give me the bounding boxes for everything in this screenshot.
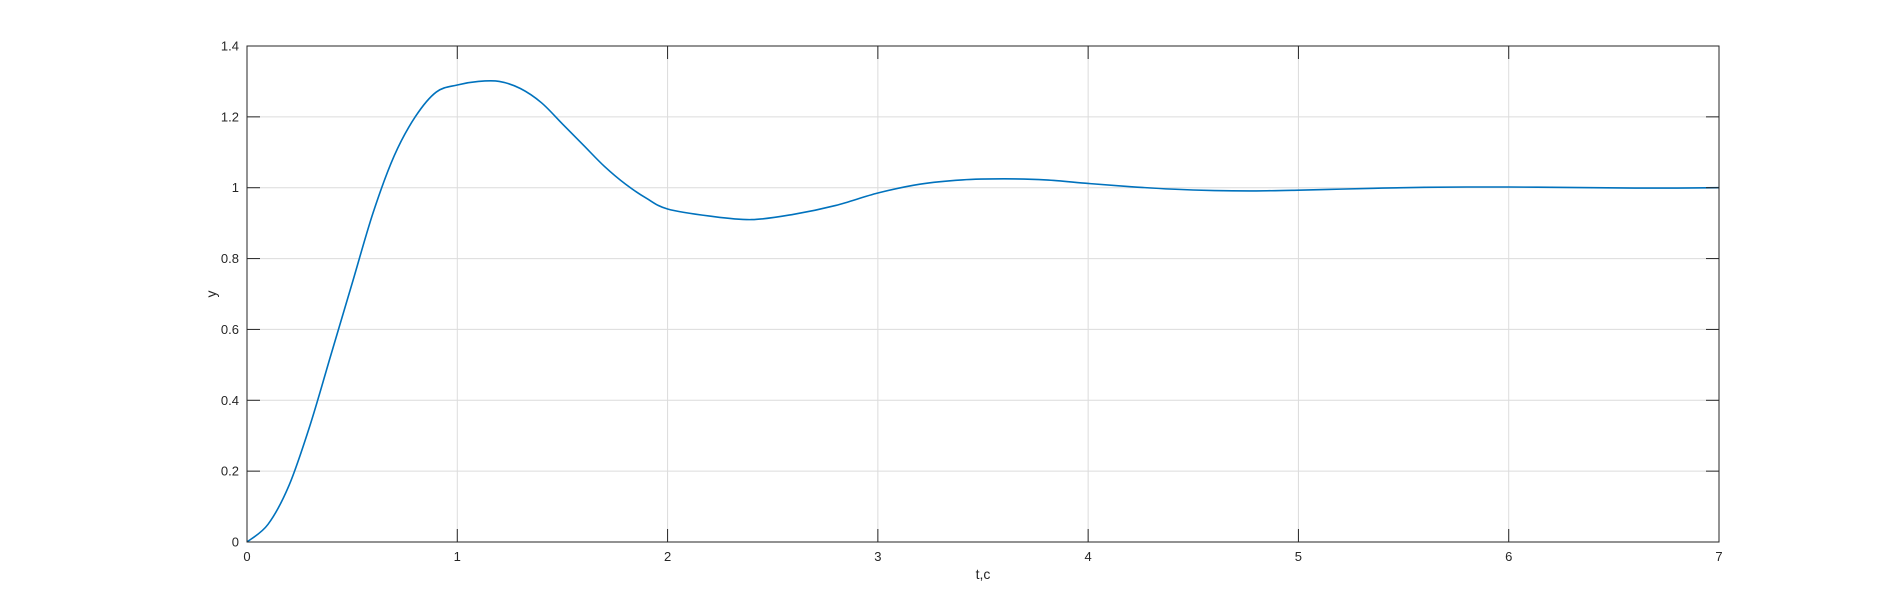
x-tick-labels: 0 1 2 3 4 5 6 7 [243,549,1722,564]
x-axis-label: t,c [976,566,991,582]
y-tick-label: 0.6 [221,322,239,337]
x-tick-label: 6 [1505,549,1512,564]
y-tick-label: 1 [232,180,239,195]
y-axis-label: y [203,291,219,298]
series-layer [246,79,1720,543]
x-tick-label: 3 [874,549,881,564]
x-tick-label: 7 [1715,549,1722,564]
x-tick-label: 5 [1295,549,1302,564]
y-tick-label: 1.4 [221,39,239,54]
series-line [246,79,1720,543]
y-tick-label: 0 [232,535,239,550]
axes-box [246,45,1720,543]
y-tick-label: 0.8 [221,251,239,266]
x-tick-label: 4 [1085,549,1092,564]
y-tick-label: 1.2 [221,109,239,124]
x-tick-label: 1 [454,549,461,564]
x-tick-label: 0 [243,549,250,564]
y-tick-label: 0.4 [221,393,239,408]
y-tick-label: 0.2 [221,464,239,479]
y-tick-labels: 0 0.2 0.4 0.6 0.8 1 1.2 1.4 [221,39,239,550]
x-tick-label: 2 [664,549,671,564]
grid [246,45,1720,543]
ticks [246,45,1720,543]
